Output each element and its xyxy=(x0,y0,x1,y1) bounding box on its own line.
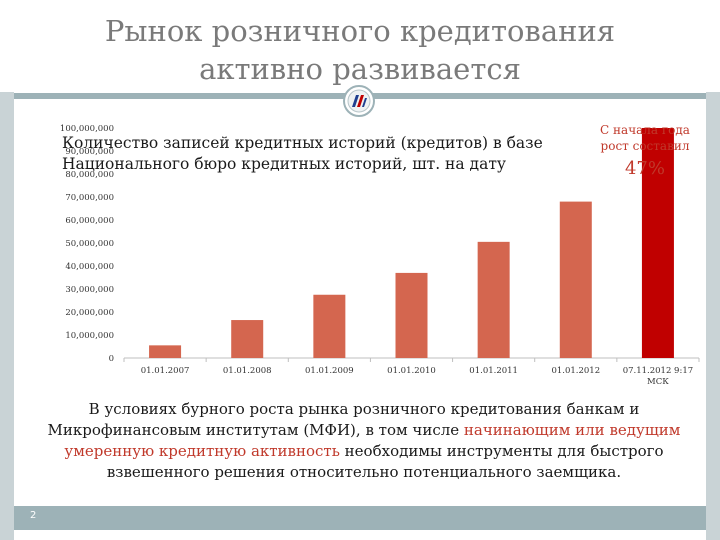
x-tick-label: 01.01.2008 xyxy=(223,366,272,376)
y-tick-label: 50,000,000 xyxy=(65,239,114,249)
x-tick-label: 01.01.2012 xyxy=(551,366,600,376)
bar-chart: 0 10,000,000 20,000,000 30,000,000 40,000,00… xyxy=(60,123,700,387)
caption-part-1: В условиях бурного роста рынка розничног… xyxy=(47,400,640,439)
nbki-logo-icon xyxy=(343,85,375,117)
y-tick-label: 60,000,000 xyxy=(65,216,114,226)
chart-title-line-1: Количество записей кредитных историй (кр… xyxy=(62,134,543,152)
slide-title: Рынок розничного кредитования активно ра… xyxy=(104,14,616,86)
annotation-line-2: рост составил xyxy=(601,139,690,153)
caption: В условиях бурного роста рынка розничног… xyxy=(44,399,684,483)
footer-bar xyxy=(14,506,706,530)
y-axis: 0 10,000,000 20,000,000 30,000,000 40,000,00… xyxy=(60,124,699,364)
bar xyxy=(231,320,264,358)
bars-group xyxy=(149,128,674,358)
caption-part-2: необходимы инструменты для быстрого взве… xyxy=(106,442,664,481)
annotation-value: 47% xyxy=(625,158,665,179)
right-border xyxy=(706,0,720,540)
x-tick-label: 01.01.2007 xyxy=(141,366,190,376)
y-tick-label: 70,000,000 xyxy=(65,193,114,203)
y-tick-label: 10,000,000 xyxy=(65,331,114,341)
y-tick-label: 80,000,000 xyxy=(65,170,114,180)
bar xyxy=(313,294,346,358)
y-tick-label: 20,000,000 xyxy=(65,308,114,318)
x-tick-label: 07.11.2012 9:17 xyxy=(623,366,693,376)
bar xyxy=(477,241,510,358)
annotation-line-1: С начала года xyxy=(600,123,690,137)
x-tick-label: 01.01.2009 xyxy=(305,366,354,376)
x-tick-label-line-2: МСК xyxy=(647,377,669,387)
bar xyxy=(395,272,428,358)
x-tick-label: 01.01.2011 xyxy=(469,366,518,376)
y-tick-label: 0 xyxy=(109,354,114,364)
x-tick-label: 01.01.2010 xyxy=(387,366,436,376)
bar xyxy=(641,128,674,358)
x-axis-labels: 01.01.2007 01.01.2008 01.01.2009 01.01.2010… xyxy=(123,358,700,387)
bar xyxy=(149,345,182,358)
y-tick-label: 40,000,000 xyxy=(65,262,114,272)
chart-title-line-2: Национального бюро кредитных историй, шт… xyxy=(62,155,506,173)
y-tick-label: 100,000,000 xyxy=(60,124,114,134)
header-area xyxy=(0,0,720,92)
y-tick-label: 90,000,000 xyxy=(65,147,114,157)
caption-highlight: начинающим или ведущим умеренную кредитн… xyxy=(64,421,681,460)
y-tick-label: 30,000,000 xyxy=(65,285,114,295)
bar xyxy=(559,201,592,358)
page-number: 2 xyxy=(30,510,37,521)
left-border xyxy=(0,0,14,540)
